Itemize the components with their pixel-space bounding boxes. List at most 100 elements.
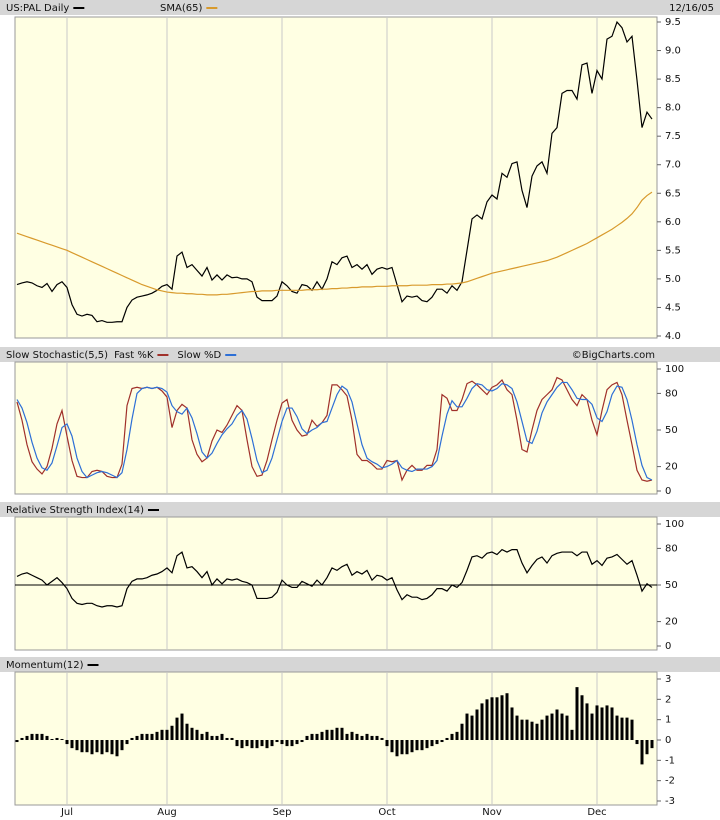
y-tick-label: 7.5 xyxy=(665,131,681,142)
header-bar xyxy=(0,502,720,517)
bar xyxy=(315,733,319,740)
y-tick-label: 5.0 xyxy=(665,274,681,285)
bar xyxy=(215,735,219,740)
y-tick-label: 1 xyxy=(665,715,671,726)
legend-label: US:PAL Daily xyxy=(6,3,69,14)
y-tick-label: 0 xyxy=(665,486,671,497)
y-tick-label: 3 xyxy=(665,674,671,685)
bar xyxy=(230,737,234,740)
y-tick-label: 7.0 xyxy=(665,160,681,171)
bar xyxy=(225,737,229,740)
y-tick-label: 6.5 xyxy=(665,188,681,199)
y-tick-label: 8.0 xyxy=(665,103,681,114)
bar xyxy=(340,727,344,740)
bar xyxy=(255,740,259,749)
bar xyxy=(270,740,274,747)
bar xyxy=(155,731,159,740)
bar xyxy=(365,733,369,740)
bar xyxy=(145,733,149,740)
bar xyxy=(185,723,189,740)
bar xyxy=(435,740,439,745)
bar xyxy=(515,715,519,740)
legend-label: SMA(65) xyxy=(160,3,202,14)
bar xyxy=(530,721,534,740)
bar xyxy=(355,733,359,740)
bar xyxy=(120,740,124,751)
y-tick-label: 50 xyxy=(665,580,678,591)
series-line xyxy=(16,548,653,608)
x-tick-label: Jul xyxy=(60,807,73,818)
bar xyxy=(350,731,354,740)
bar xyxy=(560,713,564,740)
series-line xyxy=(16,376,653,482)
bar xyxy=(625,717,629,740)
legend-label: Fast %K xyxy=(114,350,154,361)
bar xyxy=(360,735,364,740)
bar xyxy=(405,740,409,755)
bar xyxy=(580,695,584,740)
y-tick-label: 80 xyxy=(665,543,678,554)
bar xyxy=(20,737,24,740)
bar xyxy=(610,707,614,740)
credit: ©BigCharts.com xyxy=(572,350,655,361)
y-tick-label: 9.0 xyxy=(665,46,681,57)
y-tick-label: -2 xyxy=(665,776,675,787)
bar xyxy=(645,740,649,755)
bar xyxy=(300,740,304,743)
bar xyxy=(135,735,139,740)
bar xyxy=(490,697,494,740)
bar xyxy=(290,740,294,747)
bar xyxy=(570,729,574,740)
bar xyxy=(195,729,199,740)
bar xyxy=(110,740,114,755)
x-tick-label: Aug xyxy=(157,807,177,818)
y-tick-label: 9.5 xyxy=(665,17,681,28)
bar xyxy=(395,740,399,757)
bar xyxy=(165,729,169,740)
bar xyxy=(535,723,539,740)
y-tick-label: -3 xyxy=(665,796,675,807)
bar xyxy=(15,740,19,743)
bar xyxy=(325,729,329,740)
bar xyxy=(115,740,119,757)
bar xyxy=(550,713,554,740)
bar xyxy=(260,740,264,747)
bar xyxy=(620,717,624,740)
bar xyxy=(265,740,269,749)
bar xyxy=(430,740,434,747)
bar xyxy=(330,729,334,740)
bar xyxy=(485,699,489,740)
bar xyxy=(90,740,94,755)
bar xyxy=(205,731,209,740)
plot-area xyxy=(14,16,658,339)
bar xyxy=(565,715,569,740)
series-line xyxy=(16,381,653,481)
bar xyxy=(245,740,249,747)
bar xyxy=(220,733,224,740)
x-tick-label: Oct xyxy=(378,807,395,818)
y-tick-label: 80 xyxy=(665,388,678,399)
y-tick-label: 2 xyxy=(665,694,671,705)
bar xyxy=(445,737,449,740)
bar xyxy=(160,729,164,740)
y-tick-label: 100 xyxy=(665,519,684,530)
y-tick-label: 8.5 xyxy=(665,74,681,85)
plot-area xyxy=(14,516,658,651)
bar xyxy=(50,738,54,740)
bar xyxy=(500,695,504,740)
bar xyxy=(590,713,594,740)
bar xyxy=(320,731,324,740)
bar xyxy=(470,715,474,740)
bar xyxy=(635,740,639,745)
bar xyxy=(45,735,49,740)
bar xyxy=(410,740,414,753)
bar xyxy=(375,735,379,740)
legend-label: Relative Strength Index(14) xyxy=(6,505,144,516)
y-tick-label: 5.5 xyxy=(665,245,681,256)
bar xyxy=(275,740,279,743)
bar xyxy=(200,733,204,740)
bar xyxy=(480,703,484,740)
bar xyxy=(125,740,129,745)
bar xyxy=(170,725,174,740)
